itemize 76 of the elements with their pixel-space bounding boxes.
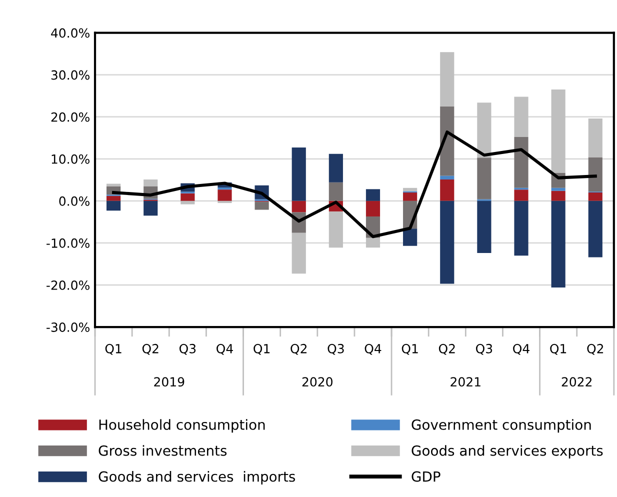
bar bbox=[440, 52, 454, 106]
bar bbox=[218, 190, 232, 201]
bar bbox=[551, 188, 566, 191]
bar bbox=[144, 200, 158, 216]
bar bbox=[292, 148, 306, 201]
bar bbox=[477, 200, 492, 254]
text: 2022 bbox=[562, 377, 592, 387]
bar bbox=[366, 238, 380, 248]
bar bbox=[218, 187, 232, 190]
bar bbox=[588, 157, 602, 192]
x-tick-label: Q1 bbox=[254, 344, 270, 355]
bar bbox=[477, 102, 492, 158]
bar bbox=[440, 179, 454, 201]
bar bbox=[440, 176, 454, 180]
bar bbox=[440, 106, 454, 176]
x-tick-label: Q2 bbox=[290, 344, 307, 355]
bar bbox=[144, 179, 158, 186]
x-tick-label: Q3 bbox=[328, 344, 344, 355]
bar bbox=[254, 202, 269, 210]
x-tick-label: Q2 bbox=[142, 344, 158, 355]
bar bbox=[106, 196, 121, 201]
x-tick-label: Q2 bbox=[438, 344, 455, 355]
x-tick-label: Q4 bbox=[513, 344, 530, 355]
bar bbox=[106, 184, 121, 186]
bar bbox=[180, 193, 195, 201]
legend-label: Gross investments bbox=[98, 445, 227, 456]
bar bbox=[180, 200, 195, 204]
text: 2021 bbox=[450, 377, 480, 387]
bar bbox=[440, 200, 454, 284]
bar bbox=[514, 96, 528, 138]
bar bbox=[551, 190, 566, 201]
bar bbox=[366, 189, 380, 201]
bar bbox=[292, 200, 306, 212]
bar bbox=[588, 192, 602, 201]
legend-label: Household consumption bbox=[99, 419, 265, 433]
bar bbox=[403, 192, 418, 201]
bar bbox=[328, 211, 343, 248]
bar bbox=[514, 200, 528, 256]
bar bbox=[218, 200, 232, 204]
y-tick-label: 20.0% bbox=[51, 112, 90, 122]
line-series bbox=[112, 130, 597, 238]
bar bbox=[106, 200, 121, 211]
bar bbox=[551, 90, 566, 173]
bar bbox=[514, 190, 528, 201]
y-tick-label: -20.0% bbox=[46, 280, 90, 290]
bar bbox=[328, 154, 343, 182]
y-tick-label: 10.0% bbox=[52, 154, 90, 164]
legend-label: Goods and services exports bbox=[412, 445, 603, 459]
bar bbox=[292, 232, 306, 274]
bar bbox=[588, 118, 602, 158]
bar bbox=[477, 158, 492, 200]
x-tick-label: Q2 bbox=[587, 344, 604, 355]
bar bbox=[551, 200, 566, 288]
bar bbox=[403, 188, 418, 192]
x-tick-label: Q1 bbox=[105, 344, 122, 355]
bar bbox=[328, 182, 343, 201]
bar bbox=[588, 200, 602, 258]
bar bbox=[514, 137, 528, 188]
x-tick-label: Q3 bbox=[179, 344, 196, 355]
x-tick-label: Q1 bbox=[550, 344, 566, 355]
bar bbox=[366, 200, 380, 216]
y-tick-label: 30.0% bbox=[51, 70, 90, 80]
y-tick-label: -10.0% bbox=[46, 238, 90, 248]
x-tick-label: Q3 bbox=[476, 344, 492, 355]
text: 2020 bbox=[302, 377, 332, 387]
y-tick-label: 40.0% bbox=[51, 28, 90, 38]
legend-label: Government consumption bbox=[412, 419, 591, 433]
text: 2019 bbox=[154, 377, 184, 387]
x-tick-label: Q1 bbox=[402, 344, 418, 355]
legend-label: GDP bbox=[412, 471, 440, 482]
y-tick-label: -30.0% bbox=[46, 322, 90, 332]
x-tick-label: Q4 bbox=[216, 344, 233, 355]
x-tick-label: Q4 bbox=[364, 344, 382, 355]
legend-label: Goods and services imports bbox=[98, 471, 296, 484]
y-tick-label: 0.0% bbox=[59, 196, 90, 206]
bar bbox=[403, 228, 418, 246]
